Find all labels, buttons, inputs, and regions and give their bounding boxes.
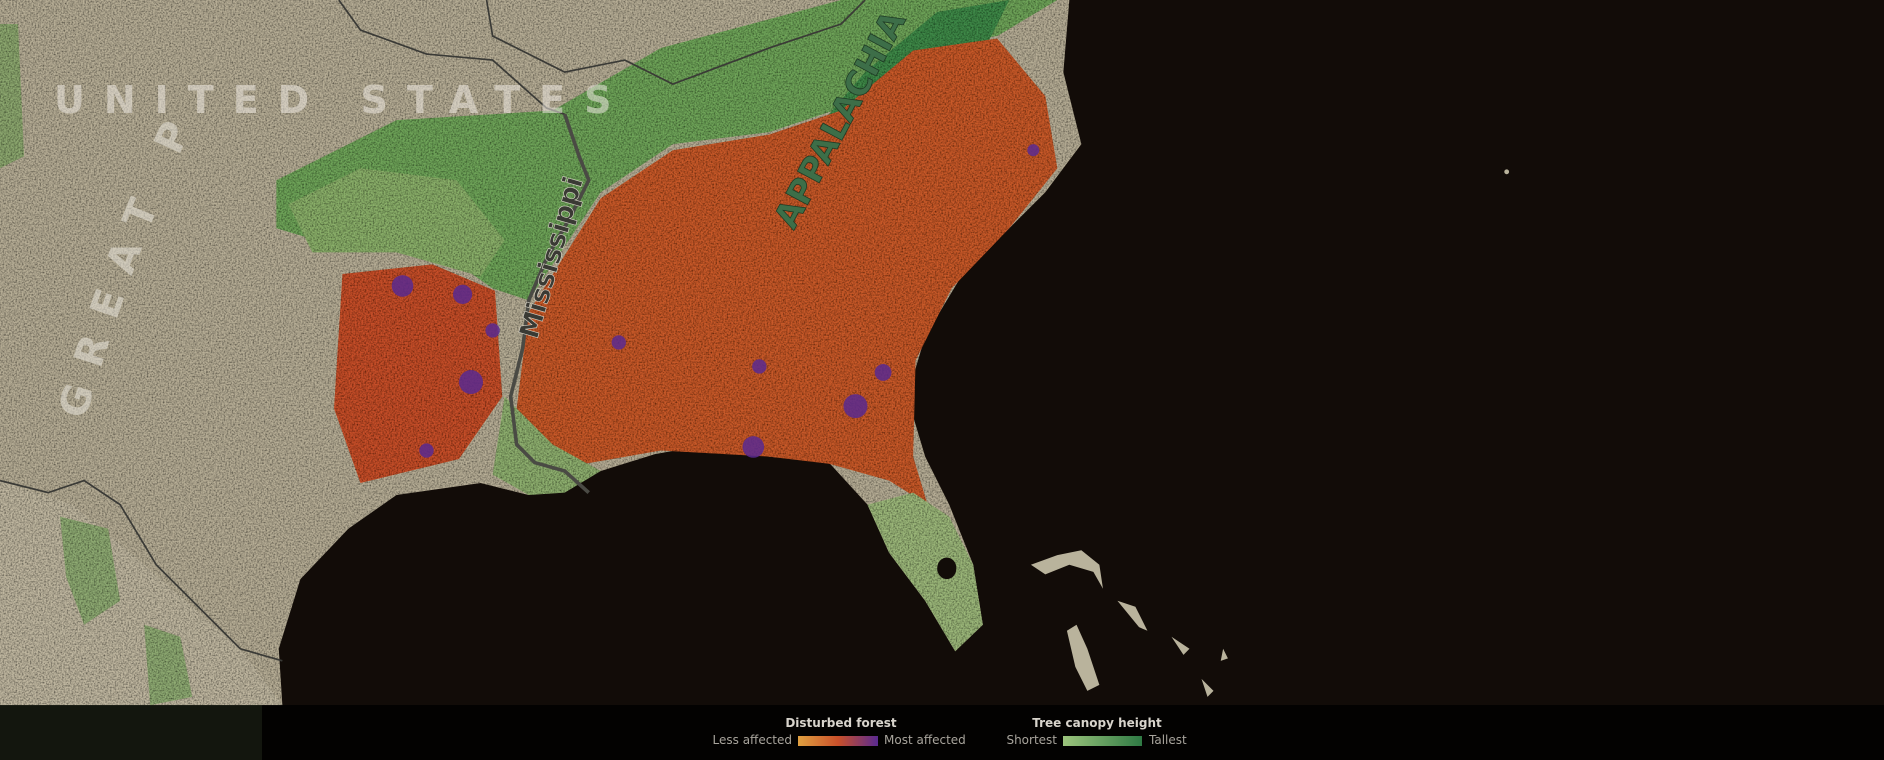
legend: Disturbed forest Less affected Most affe… <box>713 716 1187 747</box>
state-border <box>338 0 565 115</box>
spot <box>843 394 868 419</box>
land-texture <box>0 0 1082 706</box>
legend-high: Most affected <box>884 733 966 747</box>
spot <box>874 364 892 381</box>
legend-low: Less affected <box>713 733 792 747</box>
legend-title: Disturbed forest <box>785 716 897 730</box>
lake-okeechobee <box>937 557 957 580</box>
legend-bar-shade <box>0 705 262 760</box>
legend-gradient <box>798 736 878 746</box>
island <box>1030 550 1103 589</box>
borders <box>0 0 866 662</box>
country-label: UNITED STATES <box>54 78 631 122</box>
texas-canopy <box>0 24 193 706</box>
canopy-ozarks <box>288 168 505 277</box>
spot <box>458 370 484 395</box>
disturbed-southeast <box>516 38 1058 505</box>
island <box>1066 624 1100 691</box>
spot <box>752 359 767 374</box>
spot <box>611 335 626 350</box>
spot <box>1027 144 1040 157</box>
bahamas <box>1030 169 1510 697</box>
florida-canopy <box>867 492 983 652</box>
state-border <box>485 0 866 86</box>
most-affected-spots <box>391 144 1040 458</box>
spot <box>485 323 500 338</box>
mississippi-river <box>508 113 591 494</box>
spot <box>742 436 765 458</box>
legend-low: Shortest <box>1006 733 1057 747</box>
island <box>1504 169 1510 175</box>
legend-title: Tree canopy height <box>1032 716 1162 730</box>
spot <box>391 275 414 297</box>
legend-bar <box>0 705 1884 760</box>
land-layer <box>0 0 1510 706</box>
island <box>1117 600 1148 631</box>
legend-high: Tallest <box>1148 733 1187 747</box>
spot <box>419 443 434 458</box>
disturbed-west <box>334 264 503 484</box>
state-border <box>0 479 283 662</box>
spot <box>452 284 473 304</box>
delta-canopy <box>492 396 601 496</box>
legend-gradient <box>1063 736 1142 746</box>
island <box>1171 636 1228 697</box>
